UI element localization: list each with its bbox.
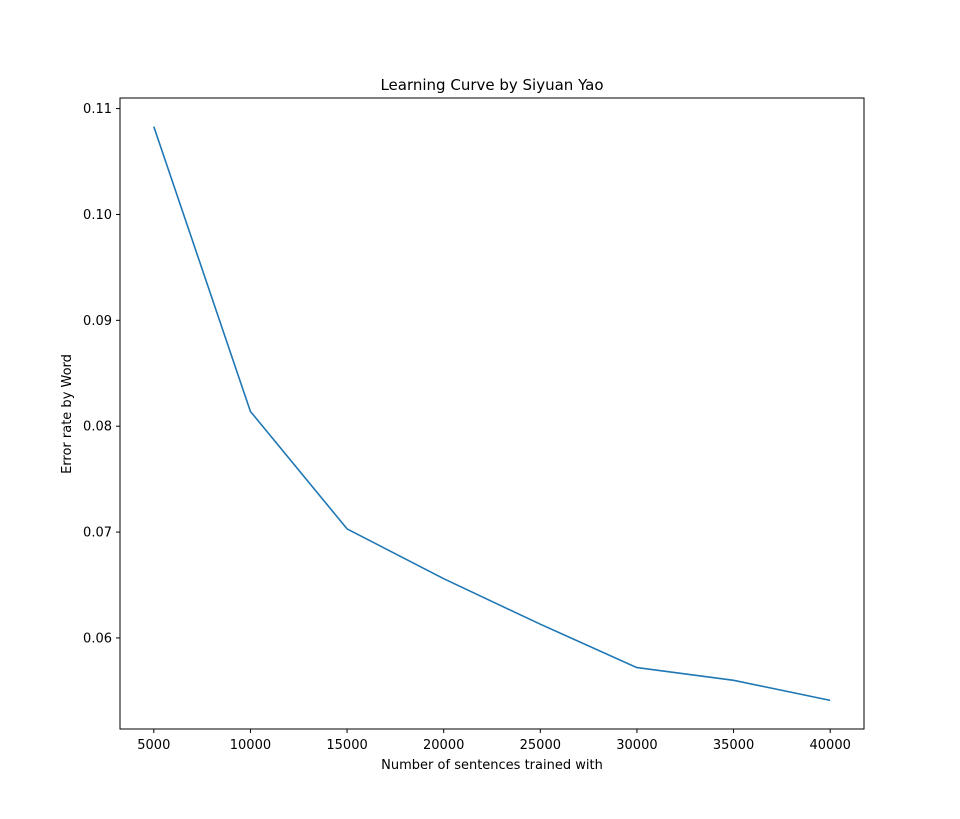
x-tick-label: 40000 <box>810 738 851 753</box>
y-tick-label: 0.06 <box>83 631 112 646</box>
x-tick-label: 10000 <box>230 738 271 753</box>
x-tick-label: 20000 <box>423 738 464 753</box>
y-tick-label: 0.08 <box>83 420 112 435</box>
x-tick-label: 35000 <box>713 738 754 753</box>
x-axis-label: Number of sentences trained with <box>381 758 603 773</box>
x-axis-ticks: 5000 10000 15000 20000 25000 30000 35000 40000 <box>137 729 851 753</box>
chart-title: Learning Curve by Siyuan Yao <box>380 76 603 94</box>
y-tick-label: 0.10 <box>83 208 112 223</box>
y-axis-label: Error rate by Word <box>60 354 75 474</box>
x-tick-label: 25000 <box>520 738 561 753</box>
plot-frame <box>119 97 865 730</box>
y-tick-label: 0.09 <box>83 314 112 329</box>
y-tick-label: 0.07 <box>83 526 112 541</box>
x-tick-label: 5000 <box>137 738 170 753</box>
y-axis-ticks: 0.06 0.07 0.08 0.09 0.10 0.11 <box>83 102 120 646</box>
x-tick-label: 15000 <box>326 738 367 753</box>
y-tick-label: 0.11 <box>83 102 112 117</box>
x-tick-label: 30000 <box>616 738 657 753</box>
series-line-error-rate <box>153 126 831 702</box>
